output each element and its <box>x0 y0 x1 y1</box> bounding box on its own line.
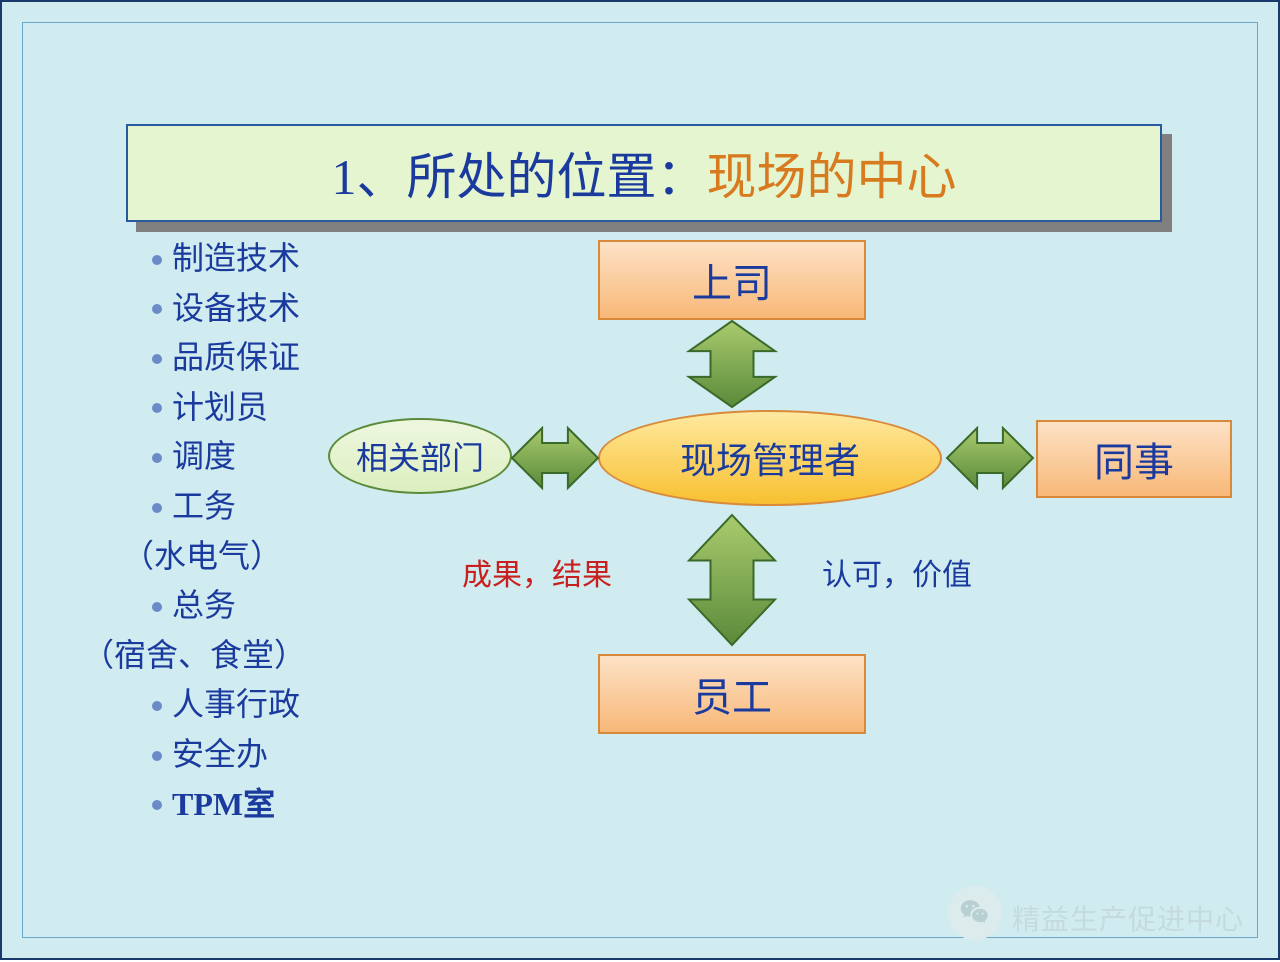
bullet-row: 调度 <box>152 432 306 482</box>
bullet-row: 总务 <box>152 581 306 631</box>
node-center-label: 现场管理者 <box>680 432 860 484</box>
node-boss-label: 上司 <box>692 251 772 309</box>
bullet-text: 总务 <box>172 587 236 623</box>
bullet-text: 制造技术 <box>172 240 300 276</box>
bullet-row: （水电气） <box>122 532 306 582</box>
wechat-glyph-icon <box>958 896 992 930</box>
watermark-wechat-icon <box>948 886 1002 940</box>
annot-result-text: 成果，结果 <box>462 559 612 592</box>
annot-result: 成果，结果 <box>462 550 612 594</box>
outer-frame: 1、所处的位置：现场的中心 制造技术设备技术品质保证计划员调度工务 （水电气） 总务… <box>0 0 1280 960</box>
bullet-dot-icon <box>152 453 162 463</box>
annot-value: 认可，价值 <box>822 550 972 594</box>
bullet-row: 人事行政 <box>152 680 306 730</box>
arrow-down-icon <box>689 515 775 645</box>
bullet-dot-icon <box>152 304 162 314</box>
bullet-dot-icon <box>152 602 162 612</box>
bullet-text: 品质保证 <box>172 339 300 375</box>
bullet-text: 工务 <box>172 488 236 524</box>
bullet-text: 计划员 <box>172 389 268 425</box>
node-staff-label: 员工 <box>692 665 772 723</box>
bullet-dot-icon <box>152 403 162 413</box>
bullet-row: 安全办 <box>152 730 306 780</box>
bullet-dot-icon <box>152 800 162 810</box>
title-highlight: 现场的中心 <box>707 149 957 205</box>
bullet-row: 工务 <box>152 482 306 532</box>
watermark-text: 精益生产促进中心 <box>1012 898 1244 938</box>
bullet-text: 设备技术 <box>172 290 300 326</box>
arrow-left-icon <box>512 428 598 488</box>
bullet-row: 设备技术 <box>152 284 306 334</box>
node-peer-label: 同事 <box>1094 430 1174 488</box>
node-dept-label: 相关部门 <box>356 433 484 479</box>
node-peer: 同事 <box>1036 420 1232 498</box>
node-dept: 相关部门 <box>328 418 512 494</box>
annot-value-text: 认可，价值 <box>822 559 972 592</box>
node-center: 现场管理者 <box>598 410 942 506</box>
bullet-text: 安全办 <box>172 736 268 772</box>
bullet-text: （宿舍、食堂） <box>82 637 306 673</box>
bullet-text: （水电气） <box>122 538 282 574</box>
bullet-row: （宿舍、食堂） <box>82 631 306 681</box>
bullet-list: 制造技术设备技术品质保证计划员调度工务（水电气）总务（宿舍、食堂）人事行政安全办… <box>122 234 306 829</box>
title-text: 1、所处的位置：现场的中心 <box>332 137 957 209</box>
bullet-dot-icon <box>152 503 162 513</box>
bullet-dot-icon <box>152 255 162 265</box>
bullet-row: TPM室 <box>152 780 306 830</box>
title-box: 1、所处的位置：现场的中心 <box>126 124 1162 222</box>
bullet-dot-icon <box>152 701 162 711</box>
bullet-row: 品质保证 <box>152 333 306 383</box>
bullet-dot-icon <box>152 751 162 761</box>
bullet-text: TPM室 <box>172 786 275 822</box>
bullet-row: 计划员 <box>152 383 306 433</box>
canvas: 1、所处的位置：现场的中心 制造技术设备技术品质保证计划员调度工务 （水电气） 总务… <box>2 2 1278 958</box>
node-boss: 上司 <box>598 240 866 320</box>
node-staff: 员工 <box>598 654 866 734</box>
bullet-row: 制造技术 <box>152 234 306 284</box>
bullet-dot-icon <box>152 354 162 364</box>
arrow-right-icon <box>947 428 1033 488</box>
bullet-text: 人事行政 <box>172 686 300 722</box>
title-prefix: 1、所处的位置： <box>332 149 707 205</box>
bullet-text: 调度 <box>172 438 236 474</box>
arrow-up-icon <box>689 321 775 407</box>
